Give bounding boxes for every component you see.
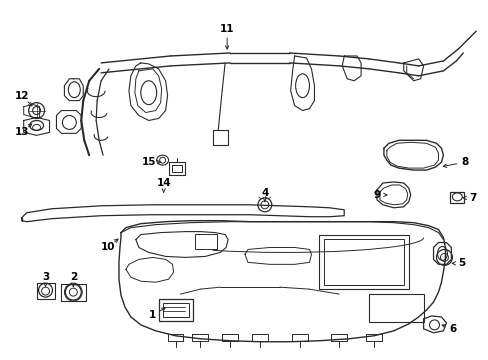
Text: 3: 3 [42, 272, 49, 282]
Text: 6: 6 [449, 324, 456, 334]
Text: 8: 8 [461, 157, 468, 167]
Bar [158, 299, 193, 321]
Text: 9: 9 [373, 190, 380, 200]
Bar [319, 235, 408, 289]
Text: 15: 15 [141, 157, 156, 167]
Text: 10: 10 [101, 243, 115, 252]
Text: 7: 7 [468, 193, 476, 203]
Bar [195, 234, 217, 249]
Bar [324, 239, 403, 285]
Bar [368, 294, 423, 322]
Text: 12: 12 [15, 91, 29, 101]
Bar [163, 303, 189, 317]
Text: 4: 4 [261, 188, 268, 198]
Text: 5: 5 [458, 258, 465, 268]
Bar [449, 192, 463, 203]
Text: 2: 2 [70, 272, 77, 282]
Text: 1: 1 [149, 310, 156, 320]
Text: 11: 11 [220, 24, 234, 34]
Text: 14: 14 [156, 178, 171, 188]
Text: 13: 13 [15, 127, 29, 138]
